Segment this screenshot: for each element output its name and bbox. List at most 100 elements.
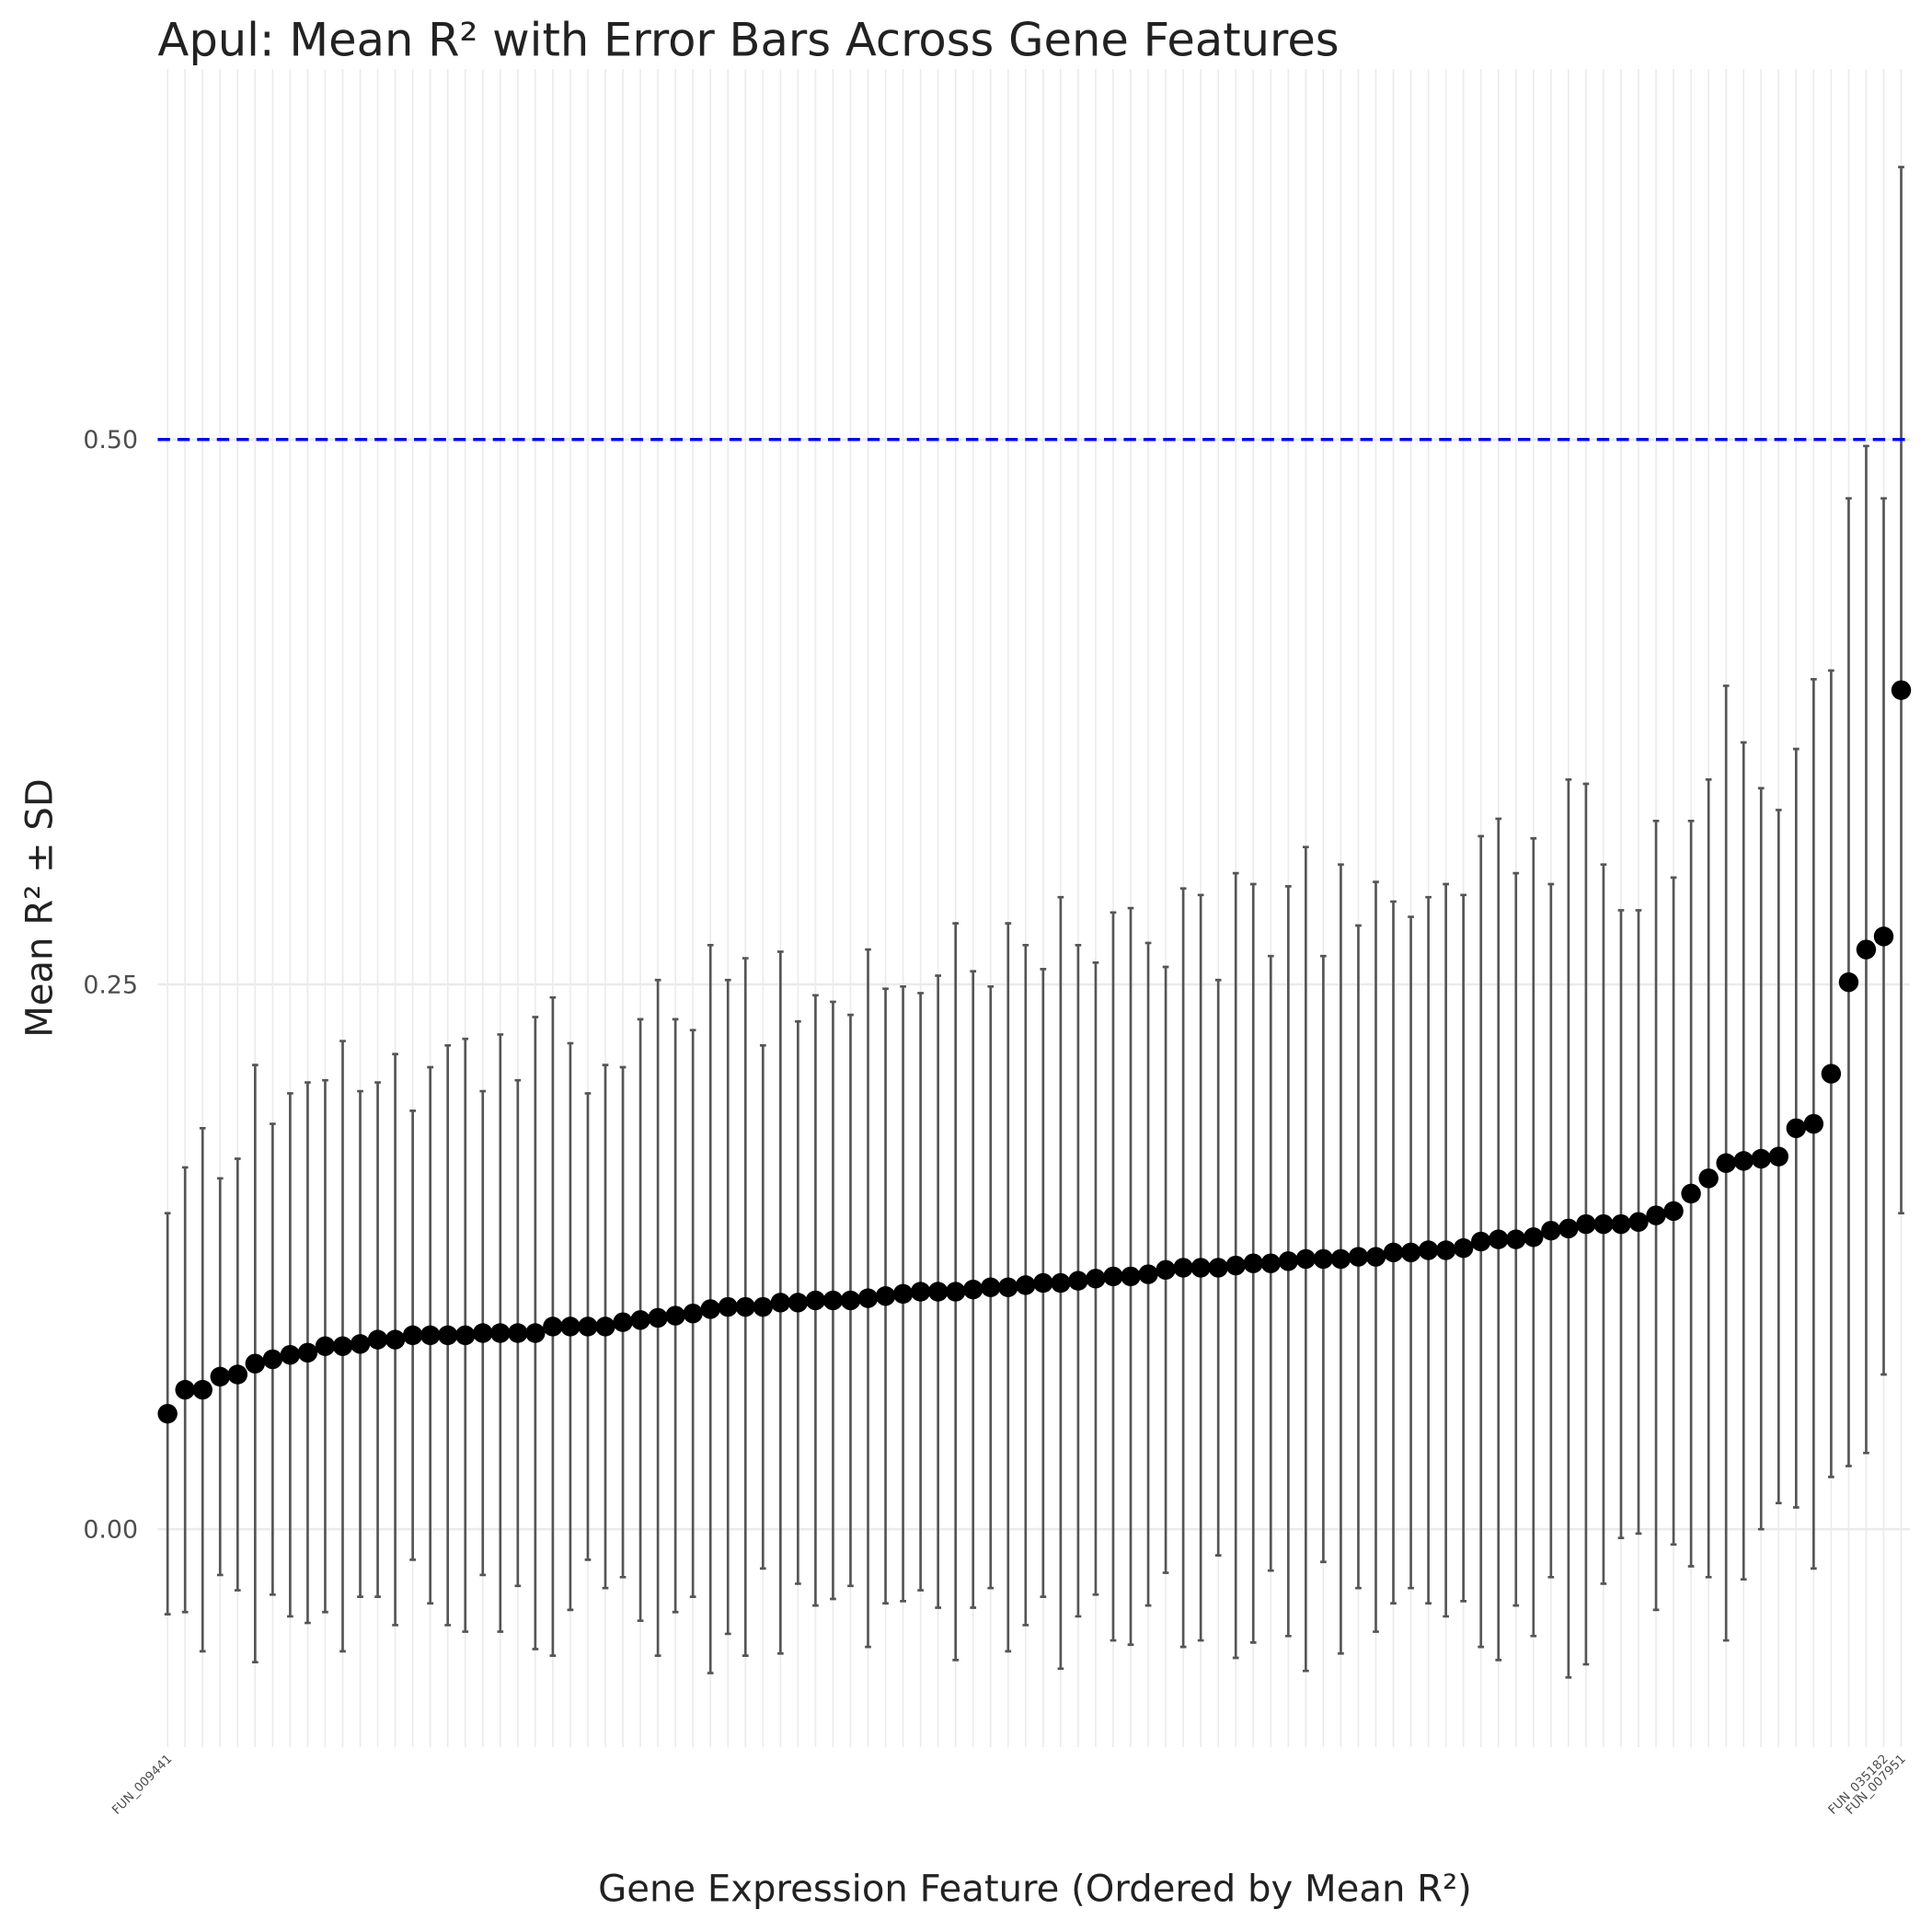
point xyxy=(595,1317,615,1337)
point xyxy=(1593,1213,1614,1235)
point xyxy=(560,1317,581,1337)
point xyxy=(262,1349,283,1370)
point xyxy=(1838,972,1859,993)
point xyxy=(1260,1253,1282,1273)
point xyxy=(1173,1258,1193,1278)
y-tick-label: 0.50 xyxy=(83,426,138,454)
point xyxy=(1243,1253,1263,1273)
point xyxy=(665,1305,685,1326)
point xyxy=(1751,1148,1771,1169)
point xyxy=(1786,1118,1807,1139)
y-tick-label: 0.00 xyxy=(83,1516,138,1545)
point xyxy=(648,1307,668,1328)
point xyxy=(857,1288,879,1308)
point xyxy=(508,1323,528,1343)
point xyxy=(385,1329,406,1350)
point xyxy=(420,1325,441,1346)
y-tick-label: 0.25 xyxy=(83,971,138,999)
point xyxy=(1470,1231,1491,1252)
point xyxy=(350,1334,371,1354)
point xyxy=(1435,1240,1456,1260)
point xyxy=(1663,1201,1684,1222)
point xyxy=(227,1364,247,1385)
point xyxy=(1768,1146,1788,1167)
point xyxy=(1033,1272,1053,1294)
point xyxy=(613,1312,633,1332)
point xyxy=(1716,1153,1736,1173)
point xyxy=(1348,1247,1369,1267)
point xyxy=(1365,1247,1386,1267)
x-axis-title: Gene Expression Feature (Ordered by Mean… xyxy=(598,1869,1472,1911)
point xyxy=(1506,1229,1526,1249)
point xyxy=(367,1329,388,1350)
point xyxy=(1891,680,1912,700)
point xyxy=(927,1282,949,1302)
point xyxy=(840,1290,861,1311)
y-axis-title: Mean R² ± SD xyxy=(18,778,61,1038)
point xyxy=(490,1323,511,1343)
point xyxy=(1400,1242,1421,1263)
point xyxy=(910,1282,931,1302)
point xyxy=(578,1317,598,1337)
point xyxy=(1856,939,1877,960)
point xyxy=(1558,1218,1579,1239)
point xyxy=(1524,1227,1544,1248)
point xyxy=(332,1336,353,1356)
point xyxy=(157,1403,178,1424)
point xyxy=(1156,1259,1176,1281)
point xyxy=(473,1323,493,1343)
point xyxy=(1803,1113,1824,1134)
point xyxy=(1733,1151,1754,1171)
point xyxy=(753,1296,774,1317)
chart-title: Apul: Mean R² with Error Bars Across Gen… xyxy=(157,13,1339,66)
point xyxy=(683,1303,703,1324)
point xyxy=(1103,1266,1123,1287)
point xyxy=(962,1279,983,1300)
point xyxy=(1383,1242,1404,1263)
point xyxy=(280,1344,301,1365)
point xyxy=(1121,1266,1141,1287)
point xyxy=(1681,1183,1701,1204)
point xyxy=(1225,1255,1246,1276)
point xyxy=(1190,1258,1211,1278)
point xyxy=(1611,1213,1631,1235)
point xyxy=(1068,1271,1088,1291)
point xyxy=(1453,1237,1474,1259)
point xyxy=(1295,1248,1317,1270)
x-tick-label: FUN_009441 xyxy=(109,1753,175,1818)
point xyxy=(630,1310,650,1330)
point xyxy=(1698,1168,1719,1189)
point xyxy=(1086,1269,1106,1289)
point xyxy=(402,1325,423,1346)
point xyxy=(892,1283,914,1305)
point xyxy=(1330,1248,1351,1270)
point xyxy=(1646,1205,1666,1225)
point xyxy=(1821,1064,1842,1084)
point xyxy=(210,1366,230,1387)
point xyxy=(700,1299,720,1319)
point xyxy=(437,1325,458,1346)
point xyxy=(1208,1258,1228,1278)
point xyxy=(1418,1240,1439,1260)
point xyxy=(875,1286,896,1306)
point xyxy=(1628,1212,1649,1232)
point xyxy=(998,1277,1018,1297)
point xyxy=(245,1353,266,1374)
point xyxy=(1313,1248,1334,1270)
point xyxy=(1873,926,1894,947)
point xyxy=(945,1282,966,1302)
point xyxy=(525,1323,546,1343)
point xyxy=(822,1290,844,1311)
point xyxy=(1576,1213,1596,1235)
point xyxy=(718,1296,738,1317)
point xyxy=(788,1293,809,1313)
point xyxy=(805,1290,826,1311)
point xyxy=(192,1379,213,1400)
point xyxy=(175,1379,195,1400)
point xyxy=(1541,1220,1561,1241)
point xyxy=(735,1296,755,1317)
point xyxy=(543,1317,563,1337)
point xyxy=(297,1342,318,1363)
point xyxy=(981,1277,1001,1297)
